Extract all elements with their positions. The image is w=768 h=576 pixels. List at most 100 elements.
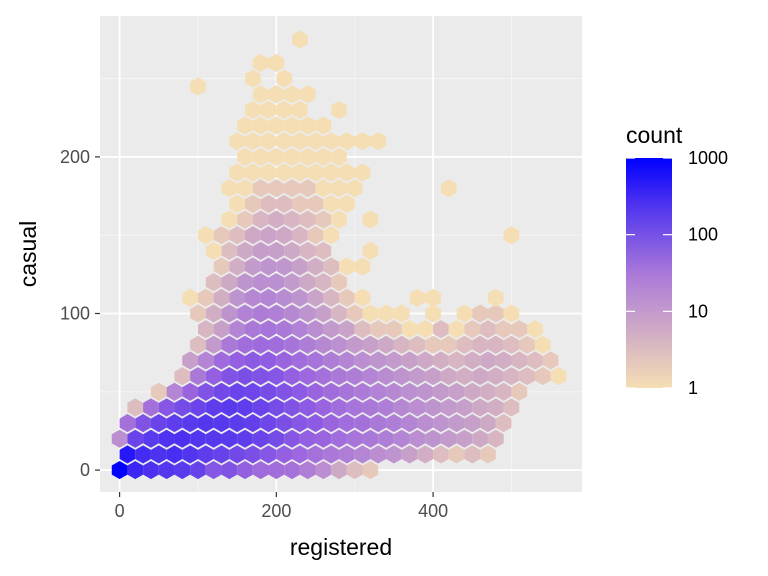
hex-cell (448, 414, 465, 433)
x-tick-label: 0 (115, 501, 125, 521)
hex-cell (197, 445, 214, 464)
hex-cell (425, 398, 441, 417)
hex-cell (284, 85, 300, 104)
hex-cell (292, 226, 308, 245)
hex-cell (386, 445, 402, 464)
hex-cell (393, 367, 410, 386)
hex-cell (197, 226, 214, 245)
hex-cell (331, 147, 347, 166)
hex-cell (127, 398, 144, 417)
hex-cell (268, 398, 285, 417)
hex-cell (354, 351, 371, 370)
hex-cell (480, 414, 496, 433)
hex-cell (111, 429, 128, 448)
hex-cell (417, 445, 434, 464)
hex-cell (346, 461, 363, 480)
hex-cell (378, 304, 394, 323)
hex-cell (182, 351, 198, 370)
hex-cell (237, 273, 253, 292)
hex-cell (252, 398, 269, 417)
hex-cell (534, 367, 551, 386)
hex-cell (362, 367, 379, 386)
hex-cell (252, 461, 269, 480)
hex-cell (299, 304, 316, 323)
hex-cell (299, 335, 316, 354)
hex-cell (268, 367, 285, 386)
y-tick-label: 0 (80, 460, 90, 480)
hex-cell (323, 320, 340, 339)
hex-cell (237, 304, 253, 323)
hex-cell (433, 320, 449, 339)
hex-cell (323, 351, 340, 370)
hex-cell (135, 445, 151, 464)
hex-cell (354, 163, 371, 182)
hex-cell (197, 414, 214, 433)
hex-cell (315, 241, 332, 260)
hex-cell (519, 367, 535, 386)
hex-cell (244, 100, 261, 119)
hex-cell (237, 335, 253, 354)
hex-cell (260, 257, 277, 276)
hex-cell (292, 100, 308, 119)
hex-cell (229, 445, 245, 464)
hex-cell (260, 288, 277, 307)
hex-cell (417, 414, 434, 433)
hex-cell (370, 320, 387, 339)
hex-cell (260, 132, 277, 151)
hex-cell (197, 351, 214, 370)
x-tick-label: 400 (418, 501, 448, 521)
hex-cell (323, 288, 340, 307)
hex-cell (252, 210, 269, 229)
hex-cell (487, 429, 504, 448)
hex-cell (480, 445, 496, 464)
hex-cell (393, 429, 410, 448)
hex-cell (527, 351, 543, 370)
hex-cell (158, 429, 175, 448)
hex-cell (346, 335, 363, 354)
hex-cell (292, 257, 308, 276)
hex-cell (331, 335, 347, 354)
hex-cell (190, 77, 206, 96)
hex-cell (284, 429, 300, 448)
hex-cell (229, 382, 245, 401)
hex-cell (221, 179, 238, 198)
hex-cell (292, 351, 308, 370)
hexbin-cells (111, 30, 567, 480)
hex-cell (205, 304, 222, 323)
hex-cell (315, 335, 332, 354)
hex-cell (260, 382, 277, 401)
hex-cell (456, 398, 473, 417)
hex-cell (166, 414, 183, 433)
hex-cell (456, 429, 473, 448)
hex-cell (158, 398, 175, 417)
hex-cell (409, 398, 426, 417)
hex-cell (409, 335, 426, 354)
hex-cell (331, 367, 347, 386)
hex-cell (315, 304, 332, 323)
hex-cell (425, 367, 441, 386)
hex-cell (464, 320, 481, 339)
hex-cell (307, 288, 324, 307)
hex-cell (190, 429, 206, 448)
hex-cell (229, 226, 245, 245)
hex-cell (354, 132, 371, 151)
hex-cell (221, 398, 238, 417)
hex-cell (370, 132, 387, 151)
hex-cell (409, 429, 426, 448)
hex-cell (299, 398, 316, 417)
hex-cell (307, 163, 324, 182)
hex-cell (417, 320, 434, 339)
hex-cell (158, 461, 175, 480)
hex-cell (440, 179, 457, 198)
hex-cell (260, 351, 277, 370)
hex-cell (284, 241, 300, 260)
hex-cell (370, 414, 387, 433)
hex-cell (299, 147, 316, 166)
hex-cell (221, 210, 238, 229)
hex-cell (346, 429, 363, 448)
hex-cell (284, 398, 300, 417)
hex-cell (237, 210, 253, 229)
hex-cell (244, 163, 261, 182)
hex-cell (503, 398, 520, 417)
